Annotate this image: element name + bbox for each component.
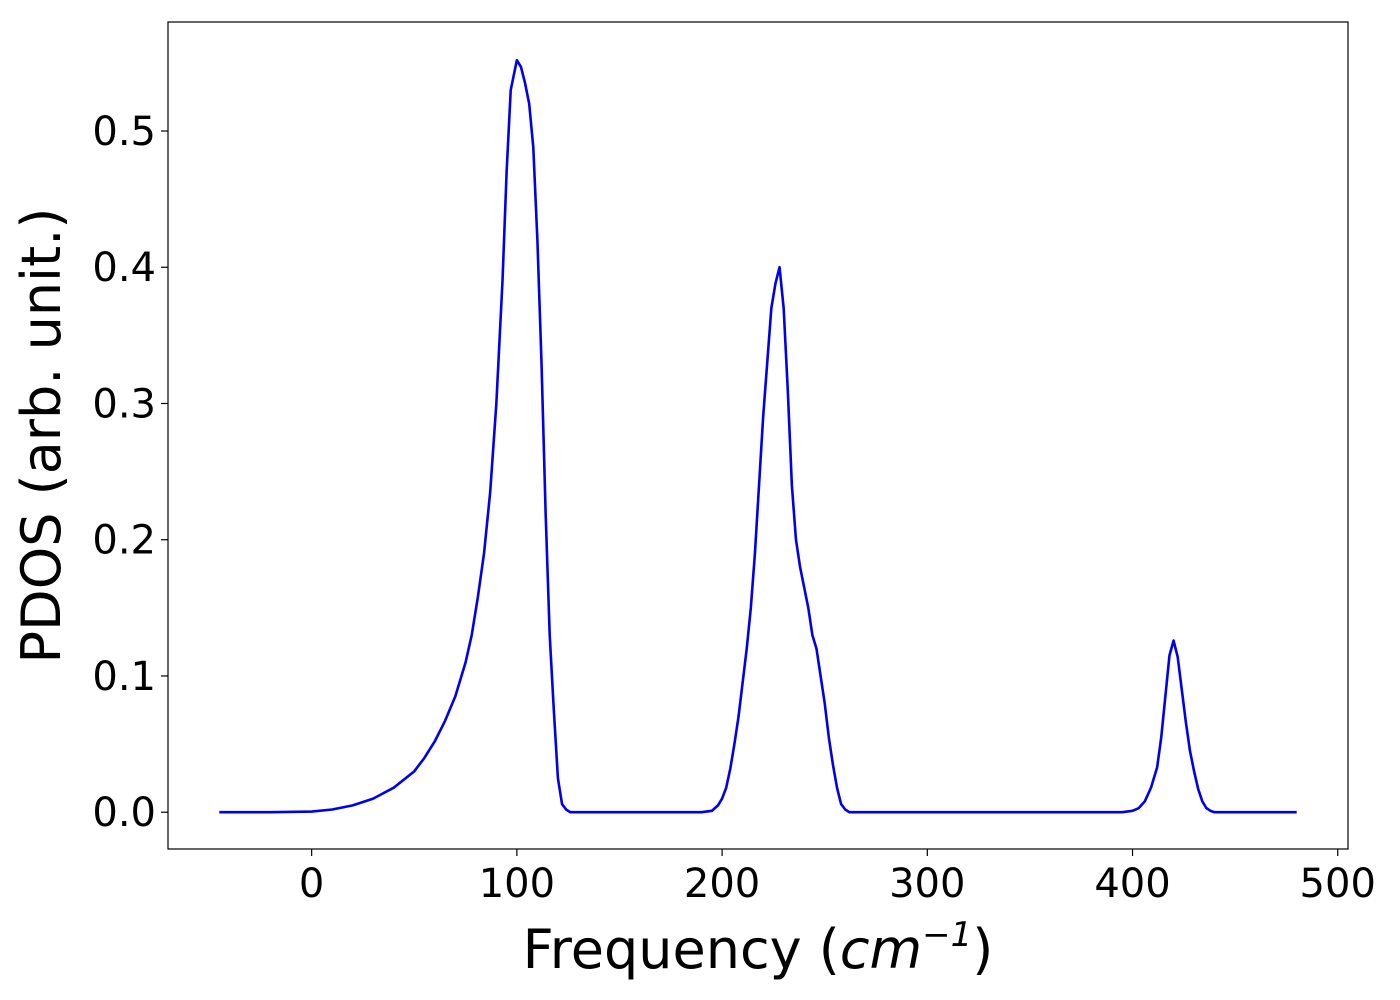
x-tick-label: 100 [479, 861, 555, 907]
y-tick-label: 0.5 [92, 109, 156, 155]
x-axis-label-unit: cm [840, 918, 922, 981]
y-tick-label: 0.4 [92, 245, 156, 291]
x-tick-label: 500 [1300, 861, 1376, 907]
x-axis-label-exponent: −1 [922, 915, 972, 955]
x-axis: 0 100 200 300 400 500 [299, 849, 1376, 907]
y-axis: 0.0 0.1 0.2 0.3 0.4 0.5 [92, 109, 168, 836]
y-tick-label: 0.3 [92, 381, 156, 427]
y-tick-label: 0.0 [92, 790, 156, 836]
x-tick-label: 0 [299, 861, 324, 907]
plot-frame [167, 21, 1349, 850]
series-line-0 [219, 58, 1297, 814]
y-tick-label: 0.2 [92, 518, 156, 564]
x-tick-label: 200 [684, 861, 760, 907]
x-axis-label-prefix: Frequency ( [523, 918, 840, 981]
x-tick-label: 400 [1094, 861, 1170, 907]
x-tick-label: 300 [889, 861, 965, 907]
x-axis-label-suffix: ) [972, 918, 993, 981]
y-axis-label: PDOS (arb. unit.) [10, 208, 73, 664]
y-tick-label: 0.1 [92, 654, 156, 700]
x-axis-label: Frequency (cm−1) [523, 915, 994, 981]
plot-layer [219, 58, 1297, 814]
